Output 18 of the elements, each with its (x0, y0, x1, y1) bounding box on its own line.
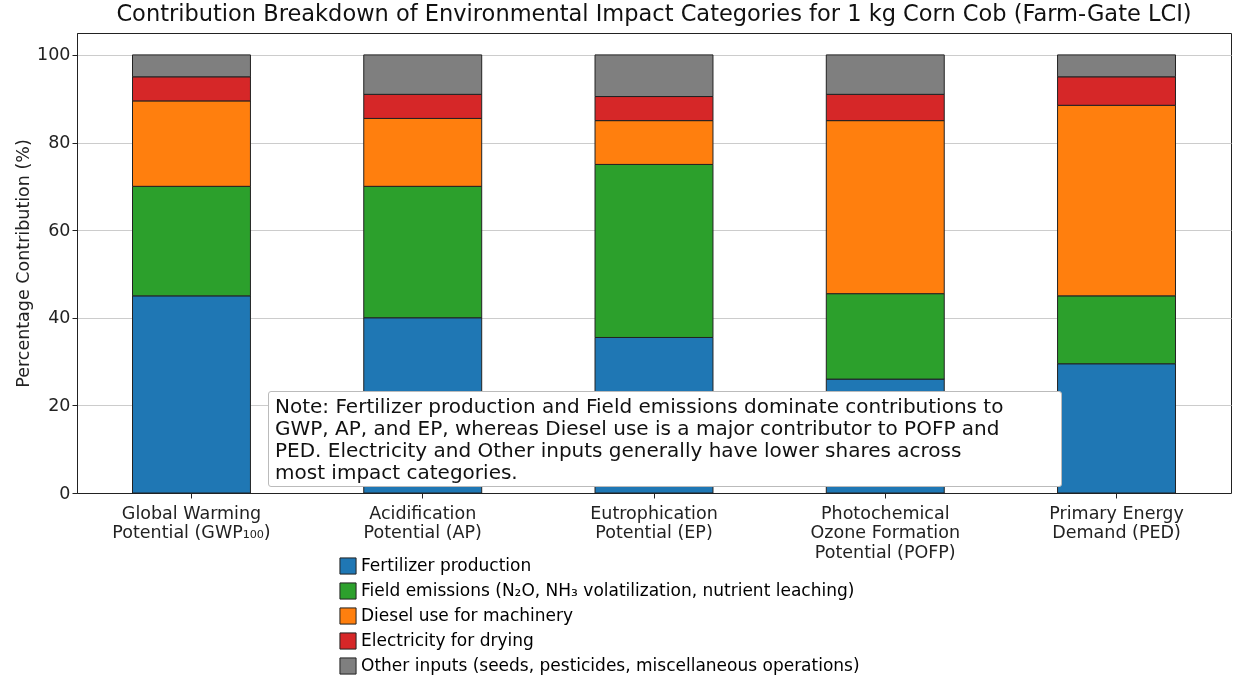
legend-label: Fertilizer production (361, 555, 532, 575)
y-tick-label: 40 (48, 307, 71, 328)
legend-label: Diesel use for machinery (361, 605, 574, 625)
legend-label: Field emissions (N₂O, NH₃ volatilization, nutrient leaching) (361, 580, 855, 600)
y-tick-label: 20 (48, 394, 71, 415)
chart-title: Contribution Breakdown of Environmental Impact Categories for 1 kg Corn Cob (Farm-Gate LCI) (116, 0, 1192, 26)
legend-label: Other inputs (seeds, pesticides, miscellaneous operations) (361, 655, 860, 675)
y-axis-title: Percentage Contribution (%) (13, 139, 34, 388)
legend-label: Electricity for drying (361, 630, 534, 650)
x-tick-label: Primary Energy Demand (PED) (1049, 502, 1184, 542)
x-tick-label: Eutrophication Potential (EP) (590, 502, 718, 542)
x-tick-label: Acidification Potential (AP) (363, 502, 482, 542)
x-tick-label: Global Warming Potential (GWP₁₀₀) (112, 502, 271, 542)
y-tick-label: 80 (48, 132, 71, 153)
y-tick-label: 0 (59, 482, 71, 503)
y-tick-label: 60 (48, 219, 71, 240)
x-tick-label: Photochemical Ozone Formation Potential (POFP) (810, 502, 960, 562)
y-tick-label: 100 (37, 44, 71, 65)
